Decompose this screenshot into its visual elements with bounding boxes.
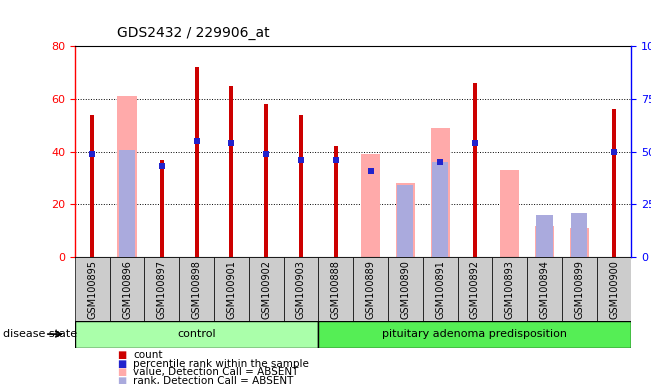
Bar [597, 257, 631, 321]
Text: GDS2432 / 229906_at: GDS2432 / 229906_at [117, 26, 270, 40]
Text: GSM100899: GSM100899 [574, 260, 585, 319]
Bar [562, 257, 597, 321]
Text: disease state: disease state [3, 329, 77, 339]
Bar [334, 146, 338, 257]
Bar [318, 321, 631, 348]
Bar [396, 183, 415, 257]
Bar [75, 257, 109, 321]
Text: GSM100897: GSM100897 [157, 260, 167, 319]
Bar [249, 257, 284, 321]
Text: ■: ■ [117, 376, 126, 384]
Bar [229, 86, 234, 257]
Text: GSM100898: GSM100898 [191, 260, 202, 319]
Bar [612, 109, 616, 257]
Bar [535, 226, 554, 257]
Bar [571, 213, 587, 257]
Bar [458, 257, 492, 321]
Text: GSM100903: GSM100903 [296, 260, 306, 319]
Text: GSM100893: GSM100893 [505, 260, 515, 319]
Bar [284, 257, 318, 321]
Bar [388, 257, 422, 321]
Bar [145, 257, 179, 321]
Text: GSM100895: GSM100895 [87, 260, 97, 319]
Bar [353, 257, 388, 321]
Bar [536, 215, 553, 257]
Text: value, Detection Call = ABSENT: value, Detection Call = ABSENT [133, 367, 299, 377]
Bar [90, 115, 94, 257]
Text: pituitary adenoma predisposition: pituitary adenoma predisposition [382, 329, 568, 339]
Text: GSM100888: GSM100888 [331, 260, 340, 319]
Text: percentile rank within the sample: percentile rank within the sample [133, 359, 309, 369]
Bar [473, 83, 477, 257]
Text: control: control [177, 329, 216, 339]
Bar [430, 128, 450, 257]
Bar [195, 67, 199, 257]
Text: GSM100900: GSM100900 [609, 260, 619, 319]
Text: ■: ■ [117, 367, 126, 377]
Bar [361, 154, 380, 257]
Bar [117, 96, 137, 257]
Bar [179, 257, 214, 321]
Bar [75, 321, 318, 348]
Bar [214, 257, 249, 321]
Bar [299, 115, 303, 257]
Text: ■: ■ [117, 350, 126, 360]
Text: rank, Detection Call = ABSENT: rank, Detection Call = ABSENT [133, 376, 294, 384]
Bar [432, 162, 449, 257]
Text: GSM100890: GSM100890 [400, 260, 410, 319]
Text: GSM100896: GSM100896 [122, 260, 132, 319]
Text: ■: ■ [117, 359, 126, 369]
Text: GSM100889: GSM100889 [366, 260, 376, 319]
Bar [500, 170, 519, 257]
Bar [159, 160, 164, 257]
Bar [570, 228, 589, 257]
Text: GSM100902: GSM100902 [261, 260, 271, 319]
Bar [492, 257, 527, 321]
Bar [397, 185, 413, 257]
Bar [318, 257, 353, 321]
Text: GSM100901: GSM100901 [227, 260, 236, 319]
Bar [527, 257, 562, 321]
Text: GSM100892: GSM100892 [470, 260, 480, 319]
Bar [264, 104, 268, 257]
Text: GSM100894: GSM100894 [540, 260, 549, 319]
Text: GSM100891: GSM100891 [435, 260, 445, 319]
Bar [422, 257, 458, 321]
Bar [119, 149, 135, 257]
Bar [109, 257, 145, 321]
Text: count: count [133, 350, 163, 360]
